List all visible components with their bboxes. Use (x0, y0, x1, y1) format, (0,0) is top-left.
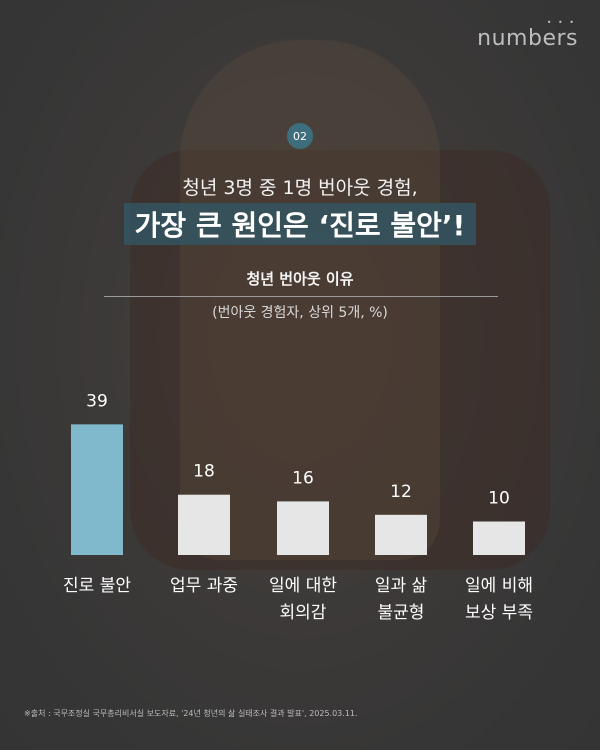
bar (473, 521, 525, 555)
category-label: 보상 부족 (465, 603, 533, 623)
headline: 가장 큰 원인은 ‘진로 불안’! (124, 203, 476, 245)
section-number-badge: 02 (287, 123, 313, 149)
data-label: 12 (390, 482, 412, 502)
background-person (180, 40, 440, 560)
data-label: 39 (86, 391, 108, 411)
chart-unit-label: (번아웃 경험자, 상위 5개, %) (212, 305, 388, 321)
bar (277, 501, 329, 555)
category-label: 불균형 (378, 603, 425, 623)
logo-chart-icon: • • • (546, 18, 576, 27)
bar (71, 424, 123, 555)
category-label: 진로 불안 (63, 576, 131, 596)
data-label: 18 (193, 462, 215, 482)
category-label: 일에 대한 (269, 576, 337, 596)
brand-logo: numbers (477, 26, 578, 51)
divider (104, 296, 498, 297)
source-note: ※출처 : 국무조정실 국무총리비서실 보도자료, '24년 청년의 삶 실태조… (24, 709, 358, 718)
bar (178, 494, 230, 555)
chart-title: 청년 번아웃 이유 (246, 270, 354, 288)
subtitle: 청년 3명 중 1명 번아웃 경험, (182, 177, 418, 199)
bar (375, 514, 427, 555)
category-label: 업무 과중 (170, 576, 238, 596)
category-label: 일에 비해 (465, 576, 533, 596)
data-label: 16 (292, 468, 314, 488)
category-label: 일과 삶 (375, 576, 428, 596)
data-label: 10 (488, 489, 510, 509)
category-label: 회의감 (280, 603, 327, 623)
